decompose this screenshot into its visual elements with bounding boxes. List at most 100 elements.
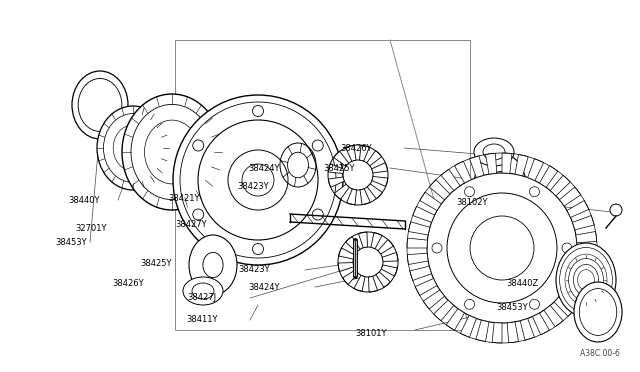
Polygon shape <box>339 248 355 259</box>
Polygon shape <box>410 266 431 280</box>
Ellipse shape <box>474 138 514 166</box>
Polygon shape <box>470 156 484 177</box>
Polygon shape <box>476 320 489 341</box>
Polygon shape <box>338 263 354 272</box>
Polygon shape <box>554 296 575 316</box>
Polygon shape <box>407 253 428 264</box>
Text: 38421Y: 38421Y <box>168 193 200 202</box>
Circle shape <box>529 299 540 309</box>
Text: 32701Y: 32701Y <box>75 224 106 232</box>
Circle shape <box>353 247 383 277</box>
Polygon shape <box>376 272 390 288</box>
Text: 38427J: 38427J <box>187 294 216 302</box>
Polygon shape <box>420 192 442 211</box>
Circle shape <box>253 244 264 254</box>
Circle shape <box>529 187 540 197</box>
Ellipse shape <box>113 125 153 171</box>
Text: 38426Y: 38426Y <box>112 279 143 289</box>
Circle shape <box>180 102 336 258</box>
Polygon shape <box>446 309 465 330</box>
Polygon shape <box>360 145 369 161</box>
Polygon shape <box>381 265 397 276</box>
Polygon shape <box>334 184 349 199</box>
Ellipse shape <box>579 289 617 336</box>
Polygon shape <box>378 240 394 254</box>
Polygon shape <box>559 187 580 206</box>
Ellipse shape <box>573 264 598 295</box>
Polygon shape <box>570 274 591 290</box>
Text: 38424Y: 38424Y <box>248 282 280 292</box>
Text: 38427Y: 38427Y <box>175 219 207 228</box>
Ellipse shape <box>104 113 163 182</box>
Polygon shape <box>346 145 356 161</box>
Polygon shape <box>342 270 358 285</box>
Polygon shape <box>520 318 534 340</box>
Ellipse shape <box>287 152 308 178</box>
Polygon shape <box>328 164 344 173</box>
Polygon shape <box>407 238 428 248</box>
Ellipse shape <box>145 120 200 184</box>
Text: 38453Y: 38453Y <box>496 304 527 312</box>
Ellipse shape <box>72 71 128 139</box>
Circle shape <box>312 140 323 151</box>
Polygon shape <box>369 276 378 292</box>
Polygon shape <box>441 169 460 190</box>
Polygon shape <box>572 215 594 230</box>
Polygon shape <box>382 253 398 262</box>
Polygon shape <box>567 201 589 218</box>
Circle shape <box>312 209 323 220</box>
Text: 38453Y: 38453Y <box>55 237 86 247</box>
Polygon shape <box>358 232 367 248</box>
Polygon shape <box>508 322 518 343</box>
Polygon shape <box>367 151 381 166</box>
Polygon shape <box>328 177 344 187</box>
Text: 38425Y: 38425Y <box>140 259 172 267</box>
Ellipse shape <box>97 106 169 190</box>
Text: 38424Y: 38424Y <box>248 164 280 173</box>
Ellipse shape <box>131 105 213 199</box>
Polygon shape <box>515 154 528 176</box>
Ellipse shape <box>556 243 616 317</box>
Polygon shape <box>371 232 382 249</box>
Text: 38425Y: 38425Y <box>323 164 355 173</box>
Text: 38102Y: 38102Y <box>456 198 488 206</box>
Polygon shape <box>577 248 597 258</box>
Ellipse shape <box>189 235 237 295</box>
Polygon shape <box>372 163 388 173</box>
Polygon shape <box>346 237 360 252</box>
Polygon shape <box>423 290 445 309</box>
Polygon shape <box>540 166 558 187</box>
Polygon shape <box>460 315 476 337</box>
Ellipse shape <box>565 254 607 306</box>
Circle shape <box>447 193 557 303</box>
Polygon shape <box>434 300 454 321</box>
Text: 38423Y: 38423Y <box>238 266 269 275</box>
Circle shape <box>465 299 474 309</box>
Polygon shape <box>367 184 382 199</box>
Polygon shape <box>454 161 472 183</box>
Polygon shape <box>550 175 570 196</box>
Text: 38101Y: 38101Y <box>355 330 387 339</box>
Ellipse shape <box>192 283 214 299</box>
Circle shape <box>432 243 442 253</box>
Text: 38440Y: 38440Y <box>68 196 99 205</box>
Text: 38426Y: 38426Y <box>340 144 372 153</box>
Circle shape <box>343 160 373 190</box>
Ellipse shape <box>489 171 511 198</box>
Polygon shape <box>527 159 543 180</box>
Ellipse shape <box>577 270 595 291</box>
Polygon shape <box>354 275 365 291</box>
Text: 38440Z: 38440Z <box>506 279 538 288</box>
Text: 38411Y: 38411Y <box>186 315 218 324</box>
Ellipse shape <box>183 277 223 305</box>
Text: A38C 00-6: A38C 00-6 <box>580 349 620 358</box>
Circle shape <box>427 173 577 323</box>
Circle shape <box>193 209 204 220</box>
Polygon shape <box>486 153 497 174</box>
Polygon shape <box>415 279 437 295</box>
Ellipse shape <box>483 144 505 160</box>
Text: 38423Y: 38423Y <box>237 182 269 190</box>
Polygon shape <box>429 180 450 200</box>
Circle shape <box>198 120 318 240</box>
Ellipse shape <box>203 252 223 278</box>
